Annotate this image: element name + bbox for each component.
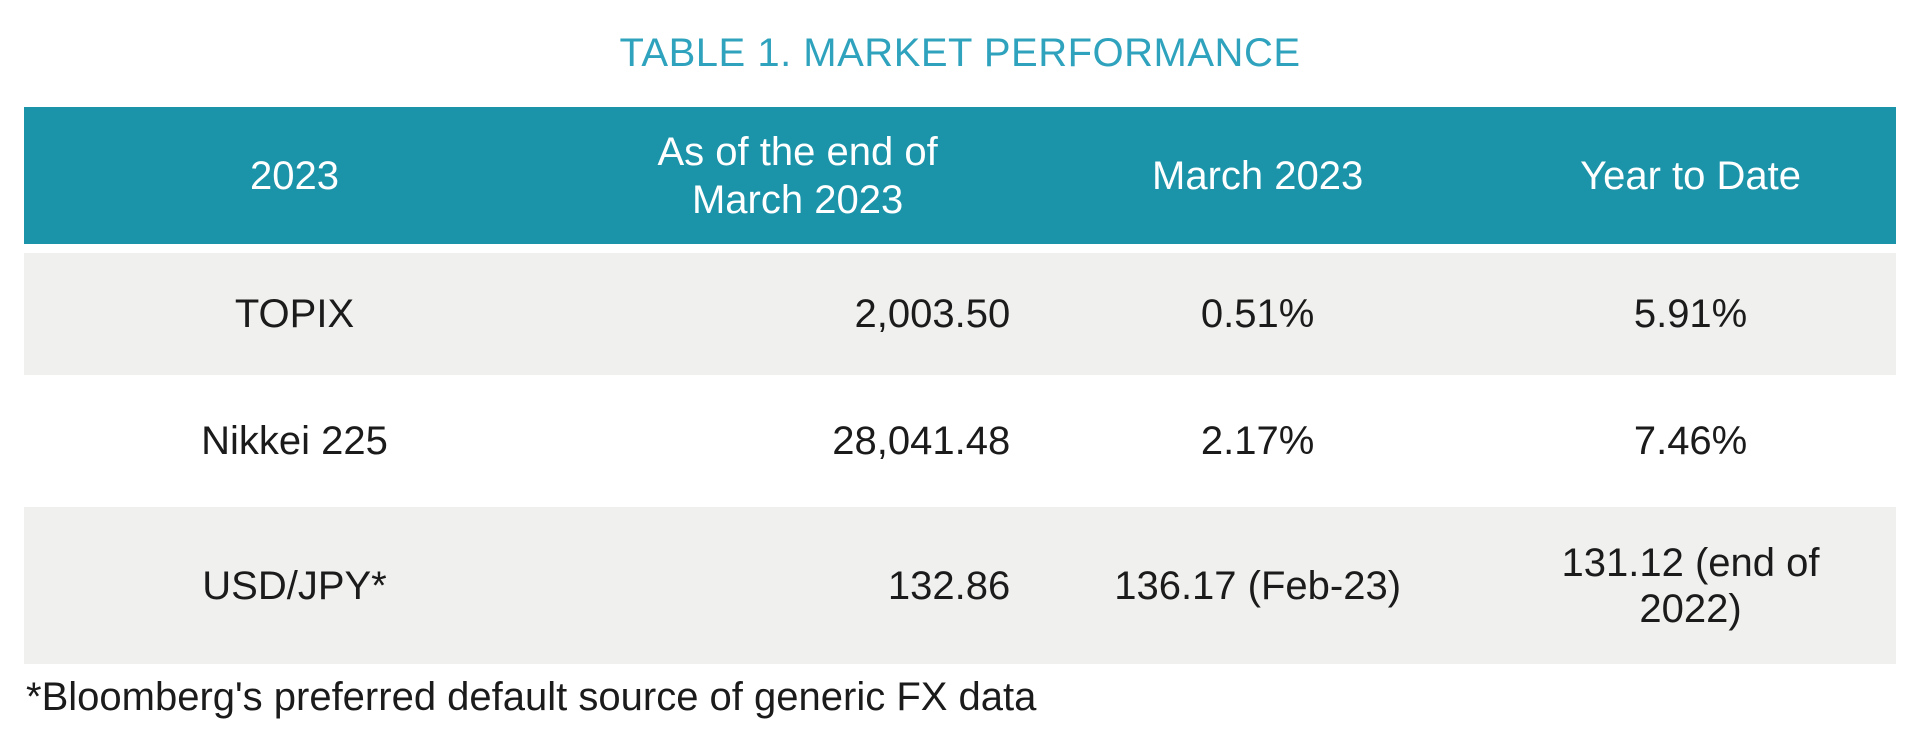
cell-end-of-march: 132.86	[565, 507, 1031, 664]
cell-index-name: TOPIX	[24, 253, 565, 375]
table-row-usd-jpy: USD/JPY* 132.86 136.17 (Feb-23) 131.12 (…	[24, 507, 1896, 664]
footnote: *Bloomberg's preferred default source of…	[26, 675, 1037, 719]
market-performance-table: 2023 As of the end of March 2023 March 2…	[24, 98, 1896, 673]
cell-index-name: USD/JPY*	[24, 507, 565, 664]
column-header-end-of-march: As of the end of March 2023	[565, 107, 1031, 244]
cell-year-to-date: 5.91%	[1485, 253, 1896, 375]
table-title: TABLE 1. MARKET PERFORMANCE	[619, 31, 1301, 75]
cell-year-to-date: 7.46%	[1633, 419, 1748, 463]
table-row-nikkei-225: Nikkei 225 28,041.48 2.17% 7.46%	[24, 384, 1896, 498]
column-header-period: 2023	[24, 107, 565, 244]
cell-year-to-date: 131.12 (end of 2022)	[1485, 507, 1896, 664]
cell-march-2023: 0.51%	[1030, 253, 1486, 375]
cell-march-2023: 2.17%	[1200, 419, 1315, 463]
column-header-year-to-date: Year to Date	[1485, 107, 1896, 244]
cell-march-2023: 136.17 (Feb-23)	[1030, 507, 1486, 664]
table-row-topix: TOPIX 2,003.50 0.51% 5.91%	[24, 253, 1896, 375]
cell-index-name: Nikkei 225	[201, 419, 388, 463]
cell-end-of-march: 2,003.50	[565, 253, 1031, 375]
cell-end-of-march: 28,041.48	[832, 419, 1011, 463]
header-row: 2023 As of the end of March 2023 March 2…	[24, 107, 1896, 244]
column-header-march-2023: March 2023	[1030, 107, 1486, 244]
